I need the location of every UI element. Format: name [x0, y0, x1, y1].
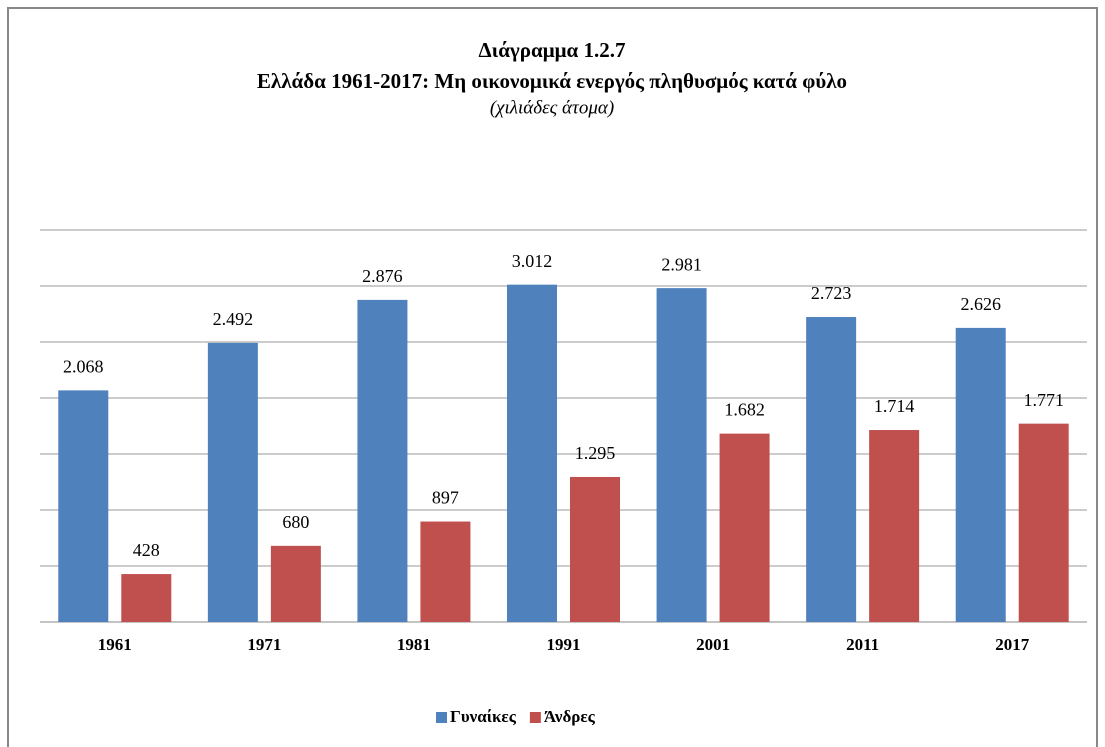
x-tick-label: 1961 — [98, 635, 132, 654]
legend-swatch — [529, 712, 541, 723]
value-label: 2.876 — [362, 266, 403, 286]
value-label: 2.492 — [213, 309, 254, 329]
bar — [420, 521, 471, 622]
bar — [869, 430, 920, 622]
bar — [270, 545, 321, 622]
legend-label: Άνδρες — [544, 707, 596, 726]
value-label: 1.714 — [874, 396, 915, 416]
x-tick-label: 2001 — [696, 635, 730, 654]
bar — [58, 390, 109, 622]
value-label: 680 — [282, 512, 309, 532]
value-label: 1.295 — [575, 443, 616, 463]
bar — [357, 299, 408, 622]
x-tick-label: 2017 — [995, 635, 1030, 654]
bar — [121, 574, 172, 622]
value-label: 2.068 — [63, 357, 104, 377]
x-tick-label: 2011 — [846, 635, 879, 654]
value-label: 2.626 — [960, 294, 1001, 314]
value-label: 2.981 — [661, 254, 702, 274]
chart-title: Διάγραμμα 1.2.7 — [479, 38, 626, 62]
chart-subtitle: Ελλάδα 1961-2017: Μη οικονομικά ενεργός … — [257, 69, 847, 93]
bar — [1018, 423, 1069, 622]
value-label: 1.771 — [1023, 390, 1064, 410]
bar — [955, 327, 1006, 622]
bar — [507, 284, 557, 622]
x-tick-label: 1981 — [397, 635, 431, 654]
value-label: 1.682 — [724, 400, 765, 420]
value-label: 428 — [133, 540, 160, 560]
bar — [719, 433, 770, 622]
bar — [207, 342, 258, 622]
value-label: 897 — [432, 488, 459, 508]
unit-note: (χιλιάδες άτομα) — [490, 97, 614, 118]
x-tick-label: 1971 — [247, 635, 281, 654]
x-tick-label: 1991 — [547, 635, 581, 654]
bar — [806, 317, 857, 622]
value-label: 3.012 — [512, 251, 553, 271]
bar — [570, 476, 620, 622]
legend-swatch — [436, 712, 447, 723]
bar — [656, 288, 707, 622]
value-label: 2.723 — [811, 283, 852, 303]
legend-label: Γυναίκες — [450, 707, 517, 726]
